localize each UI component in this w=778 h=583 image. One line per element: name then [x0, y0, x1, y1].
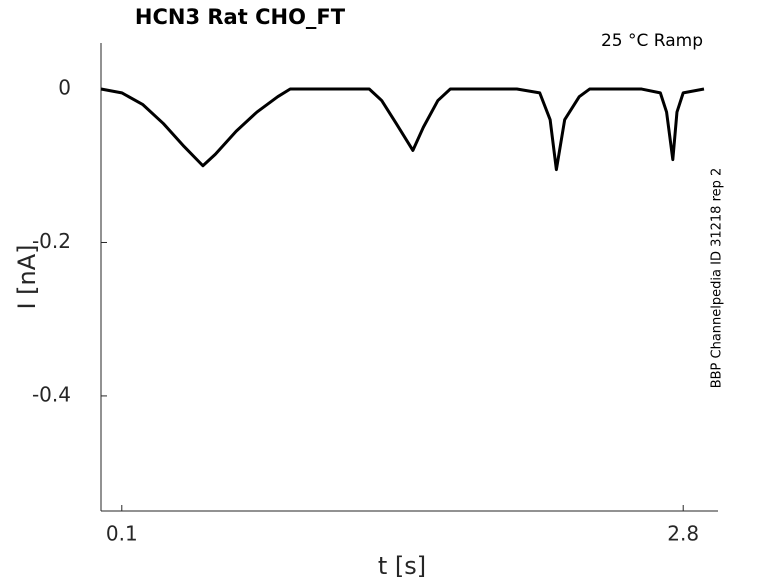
- chart-title: HCN3 Rat CHO_FT: [135, 5, 346, 29]
- y-tick-label: -0.4: [32, 382, 71, 406]
- y-axis-label: I [nA]: [13, 244, 41, 309]
- y-tick-label: -0.2: [32, 229, 71, 253]
- trace: [100, 87, 705, 172]
- x-tick-label: 2.8: [667, 522, 699, 546]
- x-axis-label: t [s]: [378, 552, 426, 580]
- side-note: BBP Channelpedia ID 31218 rep 2: [710, 168, 725, 389]
- annotation: 25 °C Ramp: [601, 31, 703, 51]
- x-tick-label: 0.1: [106, 522, 138, 546]
- y-tick-label: 0: [58, 76, 71, 100]
